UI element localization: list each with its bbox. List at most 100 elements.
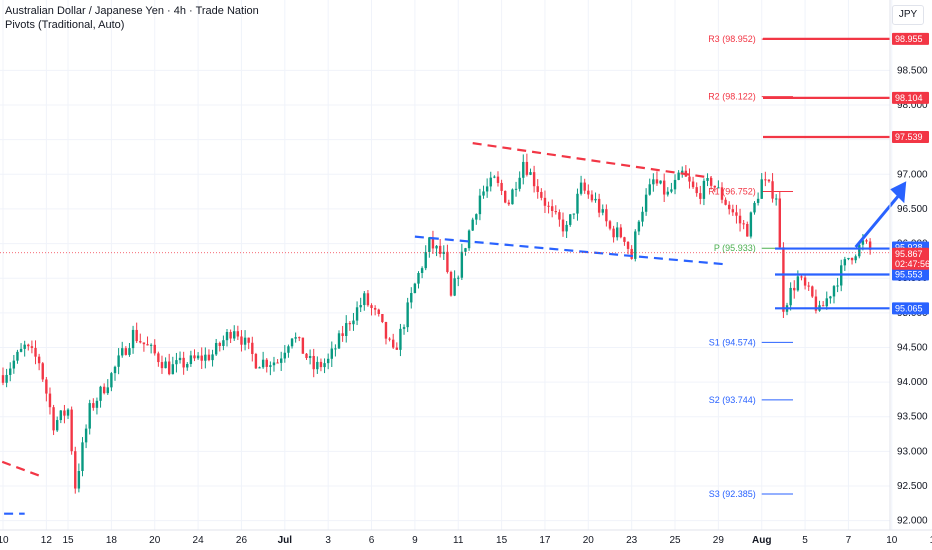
candle-body — [345, 323, 348, 337]
candle-body — [576, 193, 579, 214]
candle-body — [308, 356, 312, 359]
pivot-label: R3 (98.952) — [708, 34, 756, 44]
level-badge-bg — [892, 302, 929, 315]
candle-body — [720, 187, 724, 200]
candle-body — [66, 409, 70, 416]
candle-body — [160, 362, 164, 369]
candle-body — [713, 185, 716, 188]
candle-body — [251, 342, 254, 354]
candle-body — [709, 178, 713, 186]
candle-body — [782, 247, 785, 312]
candle-body — [316, 361, 319, 370]
candle-body — [218, 342, 221, 346]
candle-body — [605, 209, 608, 222]
candle-body — [341, 333, 344, 337]
candle-body — [561, 219, 565, 232]
candle-body — [756, 198, 760, 203]
candle-body — [836, 285, 839, 287]
candle-body — [377, 309, 380, 315]
candle-body — [500, 182, 503, 191]
candle-body — [453, 278, 456, 296]
candle-body — [117, 355, 120, 367]
candle-body — [153, 344, 156, 354]
candle-body — [457, 277, 460, 279]
candle-body — [261, 359, 265, 368]
candle-body — [74, 451, 77, 489]
support-resistance-levels — [0, 37, 890, 310]
time-axis[interactable]: 10 12 15 18 20 24 26 Jul 3 6 9 11 15 17 20 23 25 29 Aug 5 7 1… — [0, 535, 932, 546]
candle-body — [258, 367, 261, 369]
candle-body — [597, 198, 601, 213]
candle-body — [550, 206, 554, 211]
candle-body — [612, 228, 615, 238]
candle-body — [493, 176, 496, 178]
candle-body — [52, 407, 55, 431]
candle-body — [659, 180, 662, 184]
candle-body — [406, 302, 409, 328]
x-tick-label: 10 — [0, 535, 9, 546]
candle-body — [139, 341, 142, 343]
candle-body — [655, 179, 659, 184]
symbol-title[interactable]: Australian Dollar / Japanese Yen · 4h · … — [5, 5, 259, 17]
candle-body — [619, 227, 623, 238]
level-badge: 98.104 — [892, 91, 929, 104]
candle-body — [189, 355, 193, 365]
candle-body — [102, 386, 106, 394]
candle-body — [392, 339, 395, 348]
candle-body — [330, 348, 333, 359]
candle-body — [843, 259, 847, 266]
x-tick-label: 12 — [41, 535, 53, 546]
candle-body — [305, 353, 308, 359]
candle-body — [518, 177, 521, 189]
candle-body — [121, 348, 124, 356]
candle-body — [84, 428, 88, 443]
level-badge-text: 97.539 — [895, 132, 923, 142]
chart-legend: Australian Dollar / Japanese Yen · 4h · … — [5, 4, 259, 32]
candle-body — [48, 393, 52, 408]
pivot-label: S1 (94.574) — [709, 337, 756, 347]
candle-body — [807, 285, 810, 287]
candle-body — [699, 193, 702, 199]
x-tick-label: 7 — [846, 535, 852, 546]
candle-body — [666, 191, 669, 195]
candle-body — [485, 186, 489, 192]
candle-body — [532, 172, 536, 187]
candle-body — [590, 194, 594, 201]
candle-body — [402, 327, 406, 329]
candle-body — [767, 179, 771, 182]
candle-body — [211, 354, 214, 361]
candle-body — [34, 347, 37, 357]
candle-body — [868, 241, 872, 250]
candle-body — [41, 363, 44, 380]
candle-body — [475, 214, 478, 220]
x-tick-label: 3 — [325, 535, 331, 546]
candle-body — [558, 212, 561, 220]
x-tick-label: 20 — [149, 535, 161, 546]
candle-body — [626, 241, 630, 249]
candle-body — [77, 471, 81, 489]
pivot-label: S2 (93.744) — [709, 395, 756, 405]
candle-body — [319, 361, 323, 368]
candle-body — [417, 273, 420, 284]
candle-body — [149, 344, 153, 346]
candle-body — [175, 360, 178, 365]
candle-body — [742, 223, 745, 225]
candle-body — [865, 240, 868, 242]
x-tick-label: Aug — [752, 535, 771, 546]
candle-body — [774, 198, 778, 200]
candle-body — [464, 248, 467, 252]
candle-body — [88, 403, 91, 429]
candle-body — [196, 355, 200, 359]
candle-body — [861, 240, 865, 245]
candle-body — [334, 348, 337, 350]
candle-body — [373, 308, 377, 310]
pivot-label: P (95.933) — [714, 243, 756, 253]
arrow-head — [890, 181, 907, 204]
candle-body — [312, 356, 315, 370]
indicator-label[interactable]: Pivots (Traditional, Auto) — [5, 19, 125, 31]
currency-button[interactable]: JPY — [892, 5, 924, 25]
x-tick-label: 11 — [453, 535, 464, 546]
y-tick-label: 93.500 — [897, 412, 928, 423]
candle-body — [467, 230, 471, 249]
